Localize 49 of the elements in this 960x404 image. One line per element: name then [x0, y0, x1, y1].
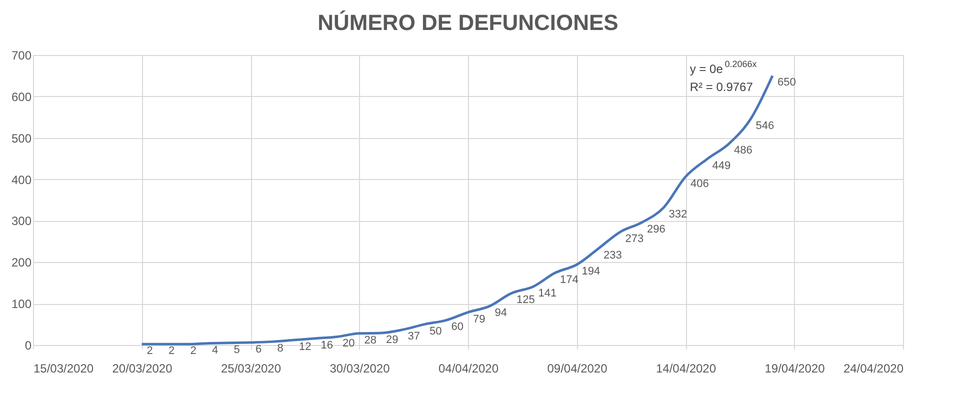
- chart-title: NÚMERO DE DEFUNCIONES: [318, 10, 618, 35]
- x-tick-label: 25/03/2020: [220, 362, 282, 376]
- data-label: 174: [560, 274, 578, 286]
- data-label: 332: [668, 208, 688, 220]
- x-tick-label: 19/04/2020: [764, 362, 826, 376]
- data-label: 650: [778, 76, 796, 89]
- data-label: 141: [538, 288, 557, 300]
- data-label: 37: [408, 330, 420, 343]
- data-label: 8: [277, 342, 284, 355]
- data-label: 486: [734, 144, 752, 157]
- data-label: 273: [625, 232, 644, 245]
- data-label: 5: [234, 344, 240, 356]
- x-tick-label: 24/04/2020: [843, 362, 904, 376]
- data-label: 125: [516, 294, 535, 306]
- data-label: 29: [386, 334, 398, 346]
- data-label: 79: [473, 313, 486, 326]
- data-label: 60: [451, 321, 464, 334]
- data-label: 2: [146, 345, 153, 358]
- data-label: 20: [342, 338, 355, 350]
- data-label: 406: [690, 178, 709, 190]
- data-label: 449: [712, 160, 731, 172]
- x-tick-label: 20/03/2020: [112, 362, 173, 376]
- y-tick-label: 200: [11, 256, 32, 270]
- x-tick-label: 04/04/2020: [438, 362, 499, 376]
- x-tick-label: 15/03/2020: [34, 362, 94, 376]
- y-tick-label: 500: [11, 131, 32, 146]
- x-tick-label: 30/03/2020: [330, 362, 390, 376]
- y-tick-label: 0: [24, 338, 32, 352]
- data-label: 28: [364, 334, 376, 346]
- data-label: 94: [494, 307, 507, 320]
- data-label: 12: [299, 341, 312, 354]
- data-label: 2: [168, 345, 175, 358]
- data-label: 233: [604, 249, 622, 262]
- annotation: R² = 0.9767: [690, 80, 754, 94]
- data-label: 2: [190, 345, 196, 358]
- data-label: 4: [212, 344, 218, 356]
- data-label: 296: [647, 223, 666, 236]
- data-label: 16: [320, 339, 333, 352]
- y-tick-label: 400: [11, 172, 32, 187]
- data-label: 194: [582, 266, 600, 278]
- x-tick-label: 14/04/2020: [656, 362, 716, 376]
- x-tick-label: 09/04/2020: [547, 362, 608, 376]
- data-label: 50: [430, 325, 442, 338]
- y-tick-label: 300: [11, 214, 32, 228]
- y-tick-label: 600: [11, 90, 32, 104]
- data-label: 6: [256, 344, 262, 356]
- data-label: 546: [756, 120, 774, 132]
- y-tick-label: 700: [11, 48, 32, 62]
- y-tick-label: 100: [11, 297, 32, 312]
